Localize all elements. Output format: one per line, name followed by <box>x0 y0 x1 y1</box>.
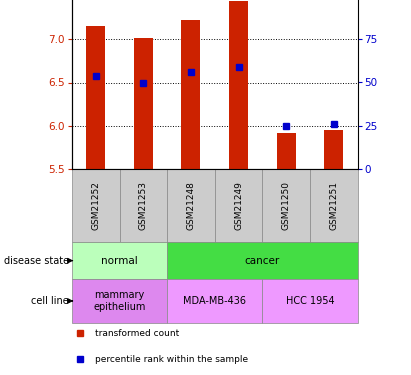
Text: GSM21251: GSM21251 <box>329 181 338 230</box>
Bar <box>310 169 358 242</box>
Bar <box>215 169 262 242</box>
Text: percentile rank within the sample: percentile rank within the sample <box>95 355 248 364</box>
Text: disease state: disease state <box>4 256 69 266</box>
Text: cell line: cell line <box>31 296 69 306</box>
Text: normal: normal <box>101 256 138 266</box>
Text: cancer: cancer <box>245 256 280 266</box>
Text: transformed count: transformed count <box>95 329 179 338</box>
Bar <box>120 169 167 242</box>
Bar <box>72 279 167 322</box>
Text: GSM21252: GSM21252 <box>91 181 100 230</box>
Bar <box>181 20 201 169</box>
Text: GSM21250: GSM21250 <box>282 181 291 230</box>
Bar <box>167 242 358 279</box>
Bar <box>324 130 343 169</box>
Text: GSM21253: GSM21253 <box>139 181 148 230</box>
Text: GSM21248: GSM21248 <box>187 181 196 230</box>
Bar <box>277 132 296 169</box>
Text: HCC 1954: HCC 1954 <box>286 296 334 306</box>
Bar <box>86 26 105 169</box>
Bar <box>262 279 358 322</box>
Bar <box>167 169 215 242</box>
Text: MDA-MB-436: MDA-MB-436 <box>183 296 246 306</box>
Bar <box>229 2 248 169</box>
Bar <box>72 242 167 279</box>
Bar <box>262 169 310 242</box>
Bar <box>134 38 153 169</box>
Bar <box>72 169 120 242</box>
Text: GSM21249: GSM21249 <box>234 181 243 230</box>
Bar <box>167 279 262 322</box>
Text: mammary
epithelium: mammary epithelium <box>93 290 146 312</box>
